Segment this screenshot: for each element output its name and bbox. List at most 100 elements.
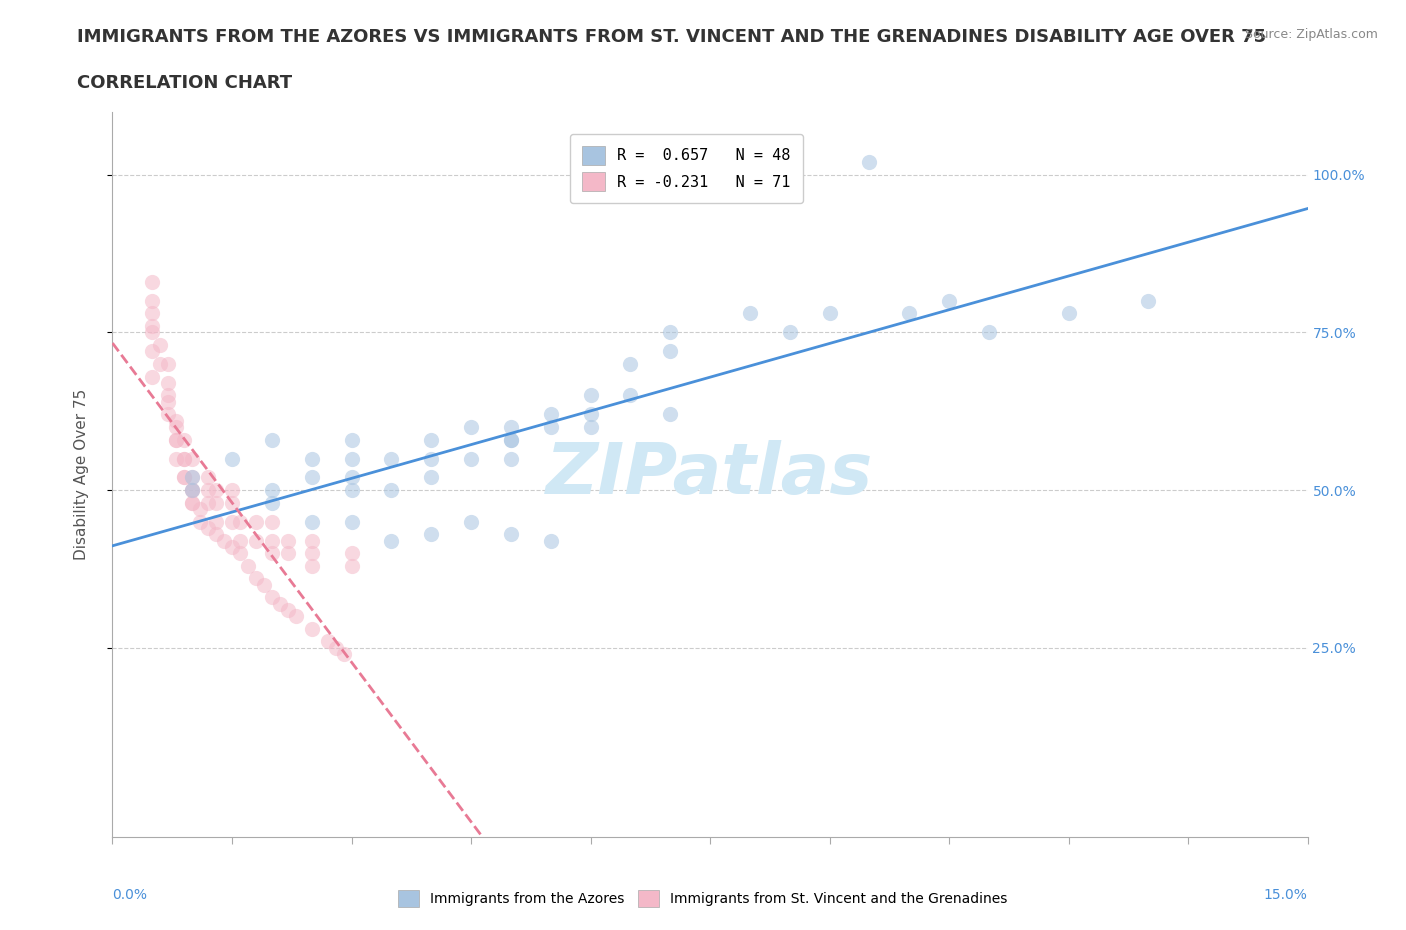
Point (301, 621, 323, 636)
Point (380, 533, 402, 548)
Point (277, 603, 299, 618)
Point (301, 533, 323, 548)
Point (181, 496, 204, 511)
Point (157, 376, 180, 391)
Point (499, 432, 522, 447)
Point (260, 496, 283, 511)
Point (181, 496, 204, 511)
Point (173, 451, 195, 466)
Point (301, 451, 323, 466)
Point (260, 432, 283, 447)
Text: Source: ZipAtlas.com: Source: ZipAtlas.com (1244, 28, 1378, 41)
Point (197, 470, 219, 485)
Point (420, 470, 443, 485)
Point (221, 496, 243, 511)
Point (499, 526, 522, 541)
Point (499, 419, 522, 434)
Point (245, 514, 267, 529)
Point (245, 533, 267, 548)
Point (779, 325, 801, 339)
Point (221, 451, 243, 466)
Point (284, 609, 307, 624)
Point (818, 306, 841, 321)
Point (269, 596, 291, 611)
Point (380, 451, 402, 466)
Point (277, 533, 299, 548)
Point (460, 419, 482, 434)
Point (301, 546, 323, 561)
Y-axis label: Disability Age Over 75: Disability Age Over 75 (75, 389, 89, 560)
Point (197, 496, 219, 511)
Point (229, 546, 252, 561)
Point (420, 432, 443, 447)
Text: 0.0%: 0.0% (112, 888, 148, 902)
Point (340, 432, 363, 447)
Point (340, 558, 363, 573)
Point (181, 483, 204, 498)
Point (141, 369, 163, 384)
Point (165, 432, 187, 447)
Point (149, 338, 172, 352)
Point (229, 533, 252, 548)
Point (301, 558, 323, 573)
Point (499, 432, 522, 447)
Point (141, 344, 163, 359)
Point (977, 325, 1000, 339)
Legend: Immigrants from the Azores, Immigrants from St. Vincent and the Grenadines: Immigrants from the Azores, Immigrants f… (391, 883, 1015, 914)
Point (619, 388, 641, 403)
Point (316, 634, 339, 649)
Point (540, 533, 562, 548)
Point (157, 388, 180, 403)
Point (260, 514, 283, 529)
Point (619, 356, 641, 371)
Text: IMMIGRANTS FROM THE AZORES VS IMMIGRANTS FROM ST. VINCENT AND THE GRENADINES DIS: IMMIGRANTS FROM THE AZORES VS IMMIGRANTS… (77, 28, 1267, 46)
Point (165, 451, 187, 466)
Point (157, 394, 180, 409)
Point (332, 646, 354, 661)
Point (301, 514, 323, 529)
Point (340, 470, 363, 485)
Point (1057, 306, 1080, 321)
Point (579, 388, 602, 403)
Point (420, 451, 443, 466)
Point (499, 451, 522, 466)
Point (141, 306, 163, 321)
Point (325, 641, 347, 656)
Point (165, 413, 187, 428)
Point (260, 546, 283, 561)
Point (340, 483, 363, 498)
Point (181, 483, 204, 498)
Point (181, 451, 204, 466)
Point (188, 514, 211, 529)
Text: 15.0%: 15.0% (1264, 888, 1308, 902)
Point (165, 419, 187, 434)
Point (205, 483, 228, 498)
Point (420, 526, 443, 541)
Point (540, 407, 562, 422)
Point (260, 533, 283, 548)
Point (340, 514, 363, 529)
Point (380, 483, 402, 498)
Point (221, 514, 243, 529)
Point (157, 407, 180, 422)
Point (579, 407, 602, 422)
Point (149, 356, 172, 371)
Point (738, 306, 761, 321)
Point (659, 344, 682, 359)
Point (197, 483, 219, 498)
Point (141, 274, 163, 289)
Point (460, 514, 482, 529)
Point (205, 514, 228, 529)
Point (245, 571, 267, 586)
Point (579, 419, 602, 434)
Point (229, 514, 252, 529)
Point (898, 306, 921, 321)
Point (181, 483, 204, 498)
Point (181, 470, 204, 485)
Point (260, 590, 283, 604)
Point (253, 578, 276, 592)
Point (221, 539, 243, 554)
Point (205, 526, 228, 541)
Point (141, 319, 163, 334)
Point (540, 419, 562, 434)
